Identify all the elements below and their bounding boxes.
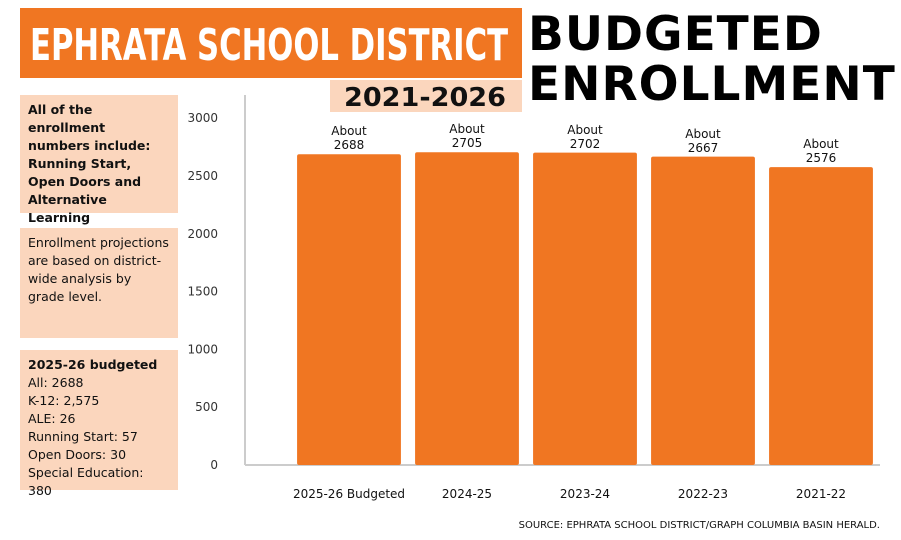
- chart-title: BUDGETED ENROLLMENT: [528, 7, 896, 112]
- x-tick-label: 2022-23: [678, 487, 728, 501]
- x-tick-label: 2021-22: [796, 487, 846, 501]
- x-tick-label: 2025-26 Budgeted: [293, 487, 405, 501]
- bar: [297, 154, 401, 465]
- years-box: [330, 80, 522, 112]
- breakdown-title: 2025-26 budgeted: [28, 357, 158, 372]
- title-banner: [20, 8, 522, 78]
- value-label: About 2576: [803, 137, 839, 166]
- value-label: About 2702: [567, 122, 603, 151]
- breakdown-item: Open Doors: 30: [28, 447, 127, 462]
- breakdown-item: ALE: 26: [28, 411, 76, 426]
- bar: [415, 152, 519, 465]
- bar: [769, 167, 873, 465]
- y-tick-label: 3000: [187, 111, 218, 125]
- value-label: About 2688: [331, 124, 367, 153]
- note: All of the enrollment numbers include: R…: [20, 95, 178, 243]
- y-tick-label: 0: [210, 458, 218, 472]
- value-label: About 2667: [685, 126, 721, 155]
- breakdown-item: Special Education: 380: [28, 465, 144, 498]
- years: 2021-2026: [344, 83, 506, 113]
- y-tick-label: 2500: [187, 169, 218, 183]
- note: Enrollment projections are based on dist…: [20, 228, 178, 338]
- breakdown: 2025-26 budgeted All: 2688 K-12: 2,575 ALE…: [20, 350, 178, 498]
- breakdown-item: All: 2688: [28, 375, 84, 390]
- district-title: EPHRATA SCHOOL DISTRICT: [30, 20, 508, 71]
- y-tick-label: 1500: [187, 285, 218, 299]
- breakdown-item: K-12: 2,575: [28, 393, 100, 408]
- y-tick-label: 1000: [187, 342, 218, 356]
- y-tick-label: 500: [195, 400, 218, 414]
- x-tick-label: 2023-24: [560, 487, 610, 501]
- bar: [651, 156, 755, 466]
- source: SOURCE: EPHRATA SCHOOL DISTRICT/GRAPH CO…: [519, 520, 880, 531]
- value-label: About 2705: [449, 122, 485, 151]
- x-tick-label: 2024-25: [442, 487, 492, 501]
- y-tick-label: 2000: [187, 227, 218, 241]
- bar: [533, 152, 637, 466]
- breakdown-item: Running Start: 57: [28, 429, 138, 444]
